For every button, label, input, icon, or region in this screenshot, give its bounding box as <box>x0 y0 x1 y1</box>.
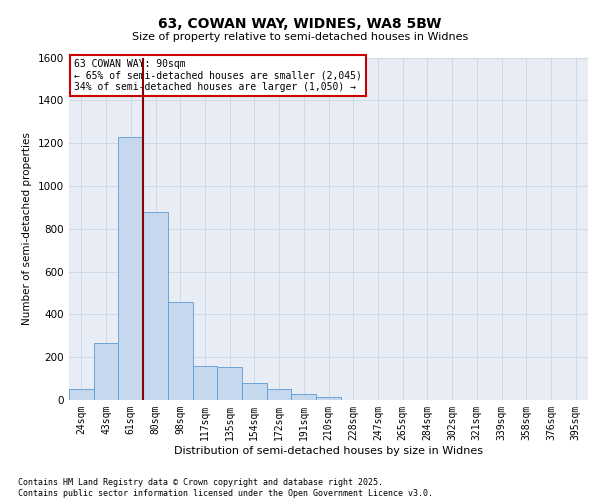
Text: 63 COWAN WAY: 90sqm
← 65% of semi-detached houses are smaller (2,045)
34% of sem: 63 COWAN WAY: 90sqm ← 65% of semi-detach… <box>74 59 362 92</box>
Bar <box>316 397 341 400</box>
Bar <box>242 383 267 400</box>
Text: Contains HM Land Registry data © Crown copyright and database right 2025.
Contai: Contains HM Land Registry data © Crown c… <box>18 478 433 498</box>
Y-axis label: Number of semi-detached properties: Number of semi-detached properties <box>22 132 32 325</box>
Bar <box>193 366 217 400</box>
X-axis label: Distribution of semi-detached houses by size in Widnes: Distribution of semi-detached houses by … <box>174 446 483 456</box>
Bar <box>217 367 242 400</box>
Bar <box>267 390 292 400</box>
Bar <box>168 302 193 400</box>
Bar <box>118 136 143 400</box>
Text: 63, COWAN WAY, WIDNES, WA8 5BW: 63, COWAN WAY, WIDNES, WA8 5BW <box>158 18 442 32</box>
Bar <box>69 390 94 400</box>
Bar <box>94 344 118 400</box>
Bar <box>143 212 168 400</box>
Text: Size of property relative to semi-detached houses in Widnes: Size of property relative to semi-detach… <box>132 32 468 42</box>
Bar <box>292 394 316 400</box>
